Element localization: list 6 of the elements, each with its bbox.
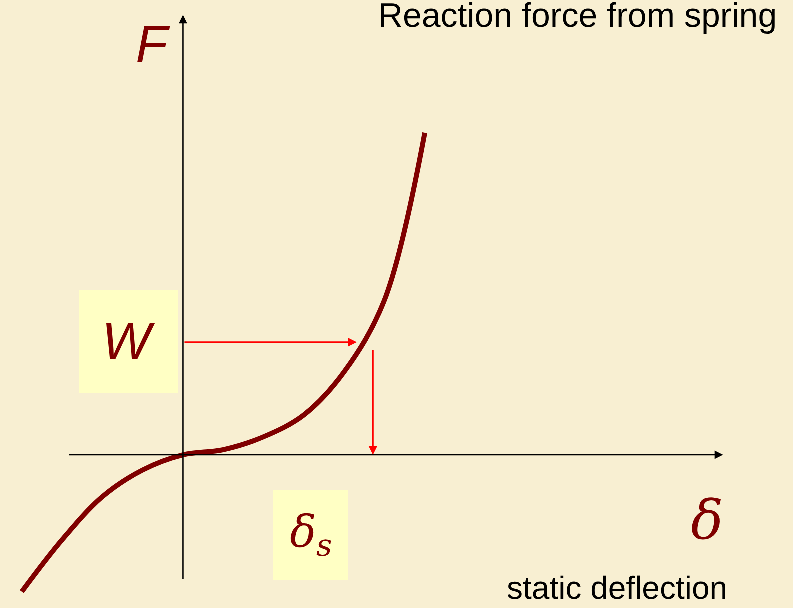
annotation: δ$_{s}$ — [290, 507, 332, 564]
y-axis-title: F — [136, 16, 171, 74]
x-axis-title: δ — [691, 489, 724, 552]
ref-line-label: W — [102, 313, 156, 371]
text: Reaction force from spring — [378, 0, 778, 35]
text: static deflection — [507, 570, 728, 606]
